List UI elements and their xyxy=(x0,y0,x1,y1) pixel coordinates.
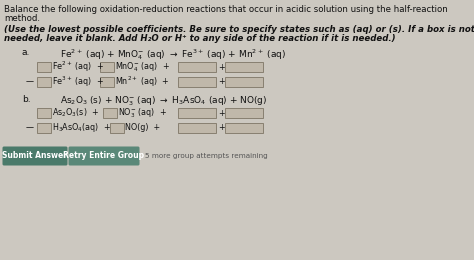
Bar xyxy=(178,62,216,72)
Text: As$_2$O$_3$(s)  +: As$_2$O$_3$(s) + xyxy=(52,107,99,119)
Text: Fe$^{2+}$ (aq)  +: Fe$^{2+}$ (aq) + xyxy=(52,60,104,74)
Bar xyxy=(225,108,263,118)
Bar xyxy=(225,77,263,87)
Text: H$_3$AsO$_4$(aq)  +: H$_3$AsO$_4$(aq) + xyxy=(52,121,111,134)
FancyBboxPatch shape xyxy=(2,146,67,166)
Text: +: + xyxy=(218,62,225,72)
Text: +: + xyxy=(218,124,225,133)
Bar xyxy=(37,77,51,87)
Bar xyxy=(178,77,216,87)
Text: b.: b. xyxy=(22,95,31,104)
Text: Fe$^{2+}$ (aq) + MnO$_4^{-}$ (aq) $\rightarrow$ Fe$^{3+}$ (aq) + Mn$^{2+}$ (aq): Fe$^{2+}$ (aq) + MnO$_4^{-}$ (aq) $\righ… xyxy=(60,47,286,62)
Bar xyxy=(178,123,216,133)
Text: +: + xyxy=(218,77,225,87)
Text: a.: a. xyxy=(22,48,30,57)
Bar xyxy=(110,123,124,133)
Text: As$_2$O$_3$ (s) + NO$_3^{-}$ (aq) $\rightarrow$ H$_3$AsO$_4$ (aq) + NO(g): As$_2$O$_3$ (s) + NO$_3^{-}$ (aq) $\righ… xyxy=(60,94,267,107)
Text: MnO$_4^{-}$ (aq)  +: MnO$_4^{-}$ (aq) + xyxy=(115,60,170,74)
Text: NO(g)  +: NO(g) + xyxy=(125,124,160,133)
Text: method.: method. xyxy=(4,14,40,23)
Bar xyxy=(37,62,51,72)
Bar xyxy=(37,123,51,133)
Bar xyxy=(37,108,51,118)
Bar xyxy=(100,77,114,87)
Text: Balance the following oxidation-reduction reactions that occur in acidic solutio: Balance the following oxidation-reductio… xyxy=(4,5,448,14)
Bar xyxy=(100,62,114,72)
Text: NO$_3^{-}$ (aq)  +: NO$_3^{-}$ (aq) + xyxy=(118,106,167,120)
FancyBboxPatch shape xyxy=(69,146,139,166)
Text: —: — xyxy=(26,124,34,133)
Text: Mn$^{2+}$ (aq)  +: Mn$^{2+}$ (aq) + xyxy=(115,75,169,89)
Text: Fe$^{3+}$ (aq)  +: Fe$^{3+}$ (aq) + xyxy=(52,75,104,89)
Text: 5 more group attempts remaining: 5 more group attempts remaining xyxy=(145,153,268,159)
Text: needed, leave it blank. Add H₂O or H⁺ to any side of the reaction if it is neede: needed, leave it blank. Add H₂O or H⁺ to… xyxy=(4,34,396,43)
Text: +: + xyxy=(218,108,225,118)
Bar xyxy=(225,123,263,133)
Text: Retry Entire Group: Retry Entire Group xyxy=(64,152,145,160)
Text: Submit Answer: Submit Answer xyxy=(2,152,67,160)
Bar xyxy=(103,108,117,118)
Bar xyxy=(225,62,263,72)
Bar xyxy=(178,108,216,118)
Text: (Use the lowest possible coefficients. Be sure to specify states such as (aq) or: (Use the lowest possible coefficients. B… xyxy=(4,25,474,34)
Text: —: — xyxy=(26,77,34,87)
